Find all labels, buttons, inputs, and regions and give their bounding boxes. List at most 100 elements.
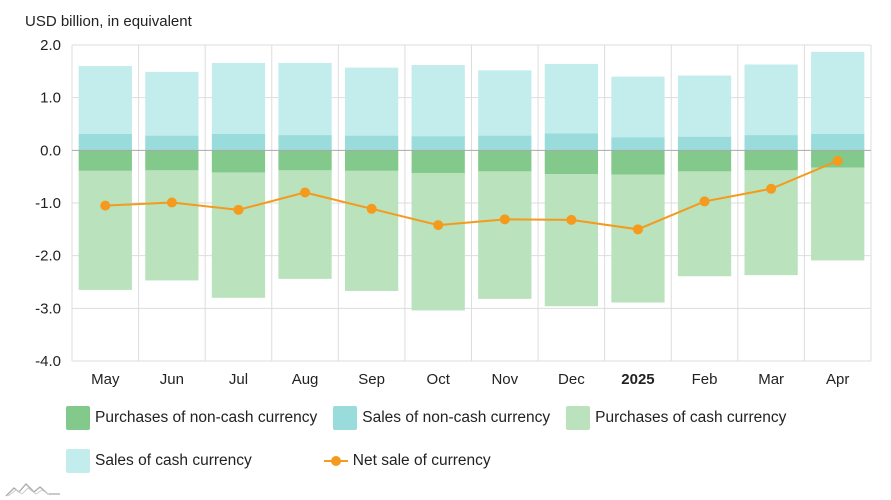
net-sale-point [166, 197, 177, 208]
bar-purchases-non-cash [611, 150, 665, 175]
x-tick-label: Jul [229, 371, 248, 388]
bar-sales-cash [611, 76, 665, 138]
bar-purchases-cash [544, 174, 599, 307]
legend-swatch-purchases-non-cash [66, 406, 90, 430]
legend-item-sales-non-cash[interactable]: Sales of non-cash currency [333, 406, 550, 430]
bar-purchases-cash [145, 170, 199, 281]
bar-purchases-cash [478, 171, 532, 299]
bar-sales-non-cash [211, 134, 266, 151]
bar-sales-cash [744, 64, 798, 136]
y-tick-label: 2.0 [40, 37, 61, 54]
net-sale-point [499, 214, 510, 225]
net-sale-point [632, 224, 643, 235]
legend-label: Sales of cash currency [95, 452, 252, 469]
y-tick-label: -3.0 [35, 300, 61, 317]
net-sale-point [832, 155, 843, 166]
net-sale-point [366, 203, 377, 214]
y-axis-ticks: 2.0 1.0 0.0 -1.0 -2.0 -3.0 -4.0 [35, 37, 61, 370]
bar-purchases-non-cash [211, 150, 266, 173]
bar-purchases-cash [344, 170, 399, 291]
bar-sales-cash [478, 70, 532, 136]
bar-purchases-non-cash [344, 150, 399, 171]
bar-sales-cash [344, 67, 399, 136]
bar-purchases-cash [677, 171, 732, 277]
x-tick-label: Dec [558, 371, 585, 388]
x-tick-label: Oct [427, 371, 451, 388]
legend-item-purchases-cash[interactable]: Purchases of cash currency [566, 406, 786, 430]
x-tick-label: Nov [491, 371, 518, 388]
bar-purchases-cash [278, 170, 332, 279]
net-sale-point [233, 204, 244, 215]
net-sale-point [100, 200, 111, 211]
bar-sales-non-cash [278, 135, 332, 151]
x-tick-label: Apr [826, 371, 849, 388]
legend-row-1: Purchases of non-cash currency Sales of … [66, 405, 866, 431]
bar-sales-cash [211, 62, 266, 135]
bar-sales-non-cash [145, 135, 199, 151]
chart-svg: USD billion, in equivalent 2.0 1.0 0.0 -1.0… [25, 13, 872, 388]
bar-purchases-non-cash [677, 150, 732, 172]
bar-purchases-cash [411, 172, 465, 311]
bar-sales-non-cash [78, 134, 132, 151]
bar-sales-cash [677, 75, 732, 137]
legend-swatch-sales-cash [66, 449, 90, 473]
bar-purchases-cash [611, 174, 665, 303]
bar-purchases-non-cash [478, 150, 532, 172]
bar-purchases-non-cash [278, 150, 332, 171]
net-sale-point [300, 187, 311, 198]
bar-sales-non-cash [478, 135, 532, 151]
x-tick-label: Aug [292, 371, 319, 388]
legend-item-purchases-non-cash[interactable]: Purchases of non-cash currency [66, 406, 317, 430]
y-tick-label: -2.0 [35, 248, 61, 265]
bar-sales-non-cash [611, 137, 665, 151]
legend-row-2: Sales of cash currency Net sale of curre… [66, 448, 866, 474]
mountain-logo-icon [5, 483, 60, 497]
legend-label: Sales of non-cash currency [362, 409, 551, 426]
y-axis-title: USD billion, in equivalent [25, 13, 193, 30]
bar-sales-cash [78, 66, 132, 135]
bar-sales-cash [278, 62, 332, 136]
x-tick-label: Mar [758, 371, 784, 388]
x-tick-label: May [91, 371, 120, 388]
net-sale-line [100, 155, 843, 235]
y-tick-label: 1.0 [40, 90, 61, 107]
bar-sales-non-cash [811, 134, 865, 151]
bar-purchases-cash [811, 167, 865, 261]
legend-swatch-sales-non-cash [333, 406, 358, 430]
net-sale-polyline [105, 159, 839, 231]
bar-sales-non-cash [544, 133, 599, 151]
legend-swatch-net-sale [323, 449, 348, 473]
bar-purchases-cash [78, 170, 132, 290]
legend-item-sales-cash[interactable]: Sales of cash currency [66, 449, 252, 473]
legend-label: Purchases of non-cash currency [95, 409, 318, 426]
legend: Purchases of non-cash currency Sales of … [66, 405, 866, 491]
x-tick-label: 2025 [621, 371, 654, 388]
grid-lines [71, 44, 872, 362]
bar-purchases-non-cash [411, 150, 465, 173]
y-tick-label: 0.0 [40, 142, 61, 159]
y-tick-label: -1.0 [35, 195, 61, 212]
bars [78, 51, 865, 311]
bar-purchases-non-cash [544, 150, 599, 175]
x-tick-label: Jun [160, 371, 184, 388]
bar-sales-non-cash [677, 136, 732, 151]
bar-sales-non-cash [744, 135, 798, 151]
legend-item-net-sale[interactable]: Net sale of currency [323, 449, 491, 473]
bar-sales-cash [145, 71, 199, 136]
x-axis-ticks: May Jun Jul Aug Sep Oct Nov Dec 2025 Feb Mar Apr [91, 371, 849, 388]
legend-label: Purchases of cash currency [595, 409, 787, 426]
net-sale-point [766, 183, 777, 194]
net-sale-point [566, 214, 577, 225]
net-sale-point [433, 220, 444, 231]
bar-purchases-non-cash [145, 150, 199, 171]
bar-sales-non-cash [411, 136, 465, 151]
y-tick-label: -4.0 [35, 353, 61, 370]
bar-sales-cash [811, 51, 865, 135]
bar-sales-non-cash [344, 135, 399, 151]
legend-label: Net sale of currency [352, 452, 491, 469]
bar-purchases-non-cash [744, 150, 798, 171]
bar-sales-cash [544, 63, 599, 134]
net-sale-point [699, 196, 710, 207]
bar-purchases-cash [211, 172, 266, 298]
x-tick-label: Sep [358, 371, 385, 388]
